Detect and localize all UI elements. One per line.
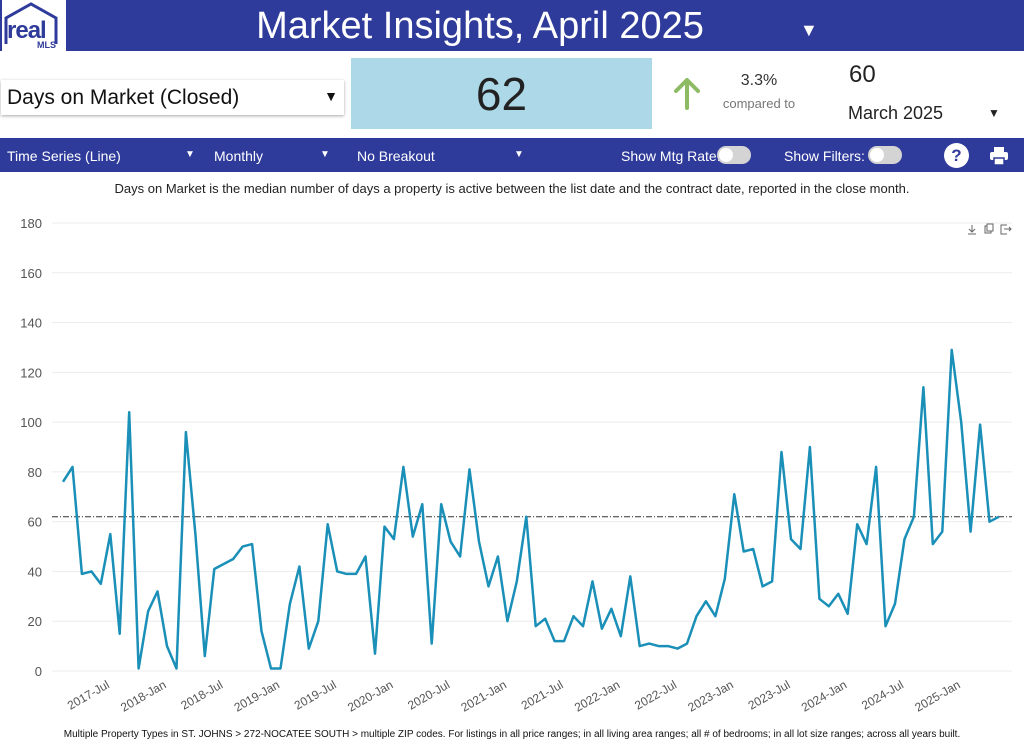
breakout-select[interactable]: No Breakout <box>357 148 435 164</box>
y-tick-label: 100 <box>20 415 42 430</box>
filters-toggle[interactable] <box>868 146 902 164</box>
y-tick-label: 180 <box>20 216 42 231</box>
x-tick-label: 2018-Jul <box>178 677 225 712</box>
x-tick-label: 2019-Jan <box>232 677 282 714</box>
y-tick-label: 80 <box>28 465 42 480</box>
metric-select[interactable]: Days on Market (Closed) ▼ <box>1 80 344 115</box>
arrow-up-icon <box>674 78 700 110</box>
chevron-down-icon[interactable]: ▼ <box>320 149 330 160</box>
x-tick-label: 2024-Jul <box>859 677 906 712</box>
mtg-rate-toggle[interactable] <box>717 146 751 164</box>
header-bar: real MLS Market Insights, April 2025 ▼ <box>0 0 1024 51</box>
x-tick-label: 2019-Jul <box>292 677 339 712</box>
compared-label: compared to <box>722 96 796 111</box>
filter-summary: Multiple Property Types in ST. JOHNS > 2… <box>63 729 961 740</box>
copy-icon[interactable] <box>984 223 994 234</box>
line-chart: 0 20 40 60 80 100 120 140 160 180 2017-Jul 2018-Jan… <box>20 216 1012 715</box>
mtg-rate-label: Show Mtg Rate: <box>621 148 721 164</box>
page-title: Market Insights, April 2025 <box>256 5 704 47</box>
chevron-down-icon[interactable]: ▼ <box>988 106 1000 120</box>
print-icon[interactable] <box>989 146 1009 166</box>
x-tick-label: 2021-Jan <box>459 677 509 714</box>
interval-select[interactable]: Monthly <box>214 148 264 164</box>
x-tick-label: 2023-Jan <box>685 677 735 714</box>
y-tick-label: 20 <box>28 614 42 629</box>
chevron-down-icon: ▼ <box>324 88 338 104</box>
filters-label: Show Filters: <box>784 148 865 164</box>
x-tick-label: 2024-Jan <box>799 677 849 714</box>
y-tick-label: 60 <box>28 515 42 530</box>
logo-subtext: MLS <box>37 40 56 50</box>
x-tick-label: 2021-Jul <box>519 677 566 712</box>
change-percent: 3.3% <box>740 72 778 89</box>
current-value-box: 62 <box>351 58 652 129</box>
metric-label: Days on Market (Closed) <box>7 86 240 109</box>
y-tick-label: 40 <box>28 564 42 579</box>
download-icon[interactable] <box>968 225 976 235</box>
comparison-month-select[interactable]: March 2025 <box>848 103 944 123</box>
chart-type-select[interactable]: Time Series (Line) <box>7 148 121 164</box>
current-value: 62 <box>475 68 528 120</box>
metric-description: Days on Market is the median number of d… <box>114 181 910 196</box>
previous-value: 60 <box>849 61 876 88</box>
x-tick-label: 2018-Jan <box>118 677 168 714</box>
export-icon[interactable] <box>1000 224 1012 235</box>
title-dropdown-icon[interactable]: ▼ <box>800 20 818 40</box>
y-tick-label: 0 <box>35 664 42 679</box>
logo-text: real <box>7 17 47 44</box>
y-tick-label: 160 <box>20 266 42 281</box>
x-tick-label: 2023-Jul <box>746 677 793 712</box>
realmls-logo[interactable]: real MLS <box>2 0 66 51</box>
x-tick-label: 2017-Jul <box>65 677 112 712</box>
x-tick-label: 2022-Jul <box>632 677 679 712</box>
y-tick-label: 120 <box>20 365 42 380</box>
y-tick-label: 140 <box>20 316 42 331</box>
days-on-market-series-line <box>61 348 1000 670</box>
x-tick-label: 2020-Jul <box>405 677 452 712</box>
x-tick-label: 2020-Jan <box>345 677 395 714</box>
x-tick-label: 2025-Jan <box>912 677 962 714</box>
chevron-down-icon[interactable]: ▼ <box>185 149 195 160</box>
x-tick-label: 2022-Jan <box>572 677 622 714</box>
chart-toolbar: Time Series (Line) ▼ Monthly ▼ No Breako… <box>0 138 1024 172</box>
help-icon[interactable]: ? <box>944 143 969 168</box>
chevron-down-icon[interactable]: ▼ <box>514 149 524 160</box>
